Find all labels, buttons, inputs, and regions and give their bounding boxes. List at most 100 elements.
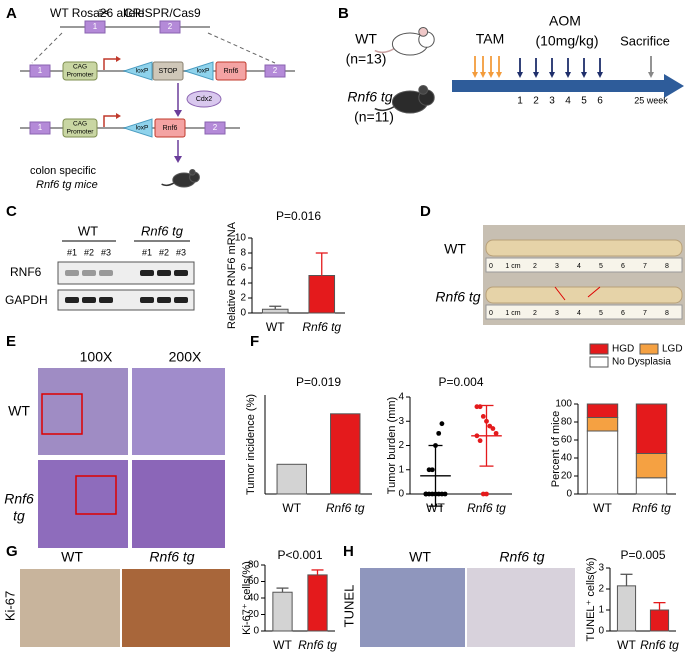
exon	[29, 121, 51, 135]
promoter-arrow	[103, 58, 116, 70]
mouse-tail	[374, 105, 395, 112]
label: CRISPR/Cas9	[124, 6, 201, 20]
tunel-image	[467, 568, 575, 647]
y-axis-label: Tumor incidence (%)	[245, 394, 257, 495]
x-tick-label: WT	[617, 638, 636, 652]
ihc-image	[122, 569, 230, 647]
label: WT	[409, 549, 431, 565]
cassette-label: STOP	[159, 68, 178, 75]
y-tick-label: 10	[235, 233, 247, 244]
ihc-image	[20, 569, 120, 647]
band	[65, 297, 79, 303]
loxp	[183, 61, 214, 81]
bar	[276, 463, 307, 495]
ruler-label: 8	[665, 310, 669, 317]
histology-image	[38, 460, 128, 548]
label: WT Rosa26 allele	[50, 6, 145, 20]
p-value: P=0.004	[438, 375, 483, 389]
band	[157, 297, 171, 303]
exon	[264, 64, 286, 78]
ruler-label: 7	[643, 310, 647, 317]
ruler-label: 3	[555, 310, 559, 317]
ruler-label: 1 cm	[505, 310, 520, 317]
y-tick-label: 4	[398, 392, 404, 403]
loxp-label: loxP	[136, 68, 149, 75]
tam-arrow-head	[496, 72, 502, 78]
scissors: ✂	[98, 5, 110, 21]
y-tick-label: 60	[561, 435, 573, 446]
ruler-label: 1 cm	[505, 263, 520, 270]
data-point	[480, 414, 486, 419]
bar	[330, 413, 361, 495]
ruler-label: 5	[599, 310, 603, 317]
label: Rnf6 tg	[347, 89, 392, 105]
data-point	[442, 491, 448, 497]
y-axis-label: TUNEL⁺ cells(%)	[585, 557, 597, 641]
exon-label: 2	[168, 22, 173, 31]
y-tick-label: 40	[248, 593, 260, 604]
band	[174, 297, 188, 303]
x-tick-label: WT	[266, 320, 285, 334]
band	[140, 297, 154, 303]
label: WT	[61, 549, 83, 565]
y-tick-label: 8	[240, 248, 246, 259]
label: Sacrifice	[620, 33, 670, 48]
mouse-tail	[374, 47, 395, 54]
band	[65, 270, 79, 276]
label: WT	[78, 223, 98, 238]
panel-letter: B	[338, 5, 349, 22]
exon-label: 1	[38, 66, 43, 75]
promoter	[62, 118, 98, 138]
promoter-label: Promoter	[67, 72, 95, 79]
ruler-label: 6	[621, 310, 625, 317]
y-tick-label: 0	[398, 489, 404, 500]
colon	[485, 286, 683, 304]
promoter-label: CAG	[73, 121, 87, 128]
panel-letter: G	[6, 543, 18, 560]
exon-label: 2	[213, 123, 218, 132]
y-axis-label: Tumor burden (mm)	[386, 397, 398, 494]
ruler-label: 8	[665, 263, 669, 270]
x-tick-label: WT	[426, 501, 445, 515]
y-tick-label: 0	[253, 626, 259, 637]
panel-letter: F	[250, 333, 259, 350]
p-value: P=0.016	[276, 209, 321, 223]
stacked-bar	[635, 477, 668, 495]
tunel-image	[360, 568, 465, 647]
ruler-label: 6	[621, 263, 625, 270]
label: (n=11)	[354, 109, 394, 125]
data-point	[477, 438, 483, 444]
injection-label: 1	[517, 96, 523, 107]
label: 100X	[80, 349, 113, 365]
dash	[31, 32, 63, 64]
bar	[649, 609, 670, 632]
promoter-arrow-head	[116, 113, 121, 119]
label: AOM	[549, 13, 581, 29]
label: Ki-67	[2, 591, 17, 621]
label: TAM	[476, 31, 505, 47]
promoter-arrow	[103, 115, 116, 127]
x-tick-label: Rnf6 tg	[632, 501, 671, 515]
panel-letter: E	[6, 333, 16, 350]
data-point	[436, 430, 442, 436]
y-tick-label: 2	[398, 440, 404, 451]
label: RNF6	[10, 265, 42, 279]
p-value: P=0.005	[620, 548, 665, 562]
cassette	[215, 61, 247, 81]
promoter-label: CAG	[73, 64, 87, 71]
x-tick-label: Rnf6 tg	[302, 320, 341, 334]
band	[174, 270, 188, 276]
promoter-arrow-head	[116, 56, 121, 62]
aom-arrow-head	[597, 72, 603, 78]
band	[82, 297, 96, 303]
band	[99, 270, 113, 276]
loxp	[122, 118, 153, 138]
y-tick-label: 0	[240, 308, 246, 319]
legend-swatch	[639, 343, 659, 355]
histology-image	[132, 460, 225, 548]
label: Rnf6 tg	[141, 223, 184, 238]
ruler-label: 3	[555, 263, 559, 270]
loxp-label: loxP	[197, 68, 210, 75]
aom-arrow-head	[581, 72, 587, 78]
lane-label: #3	[176, 247, 186, 257]
